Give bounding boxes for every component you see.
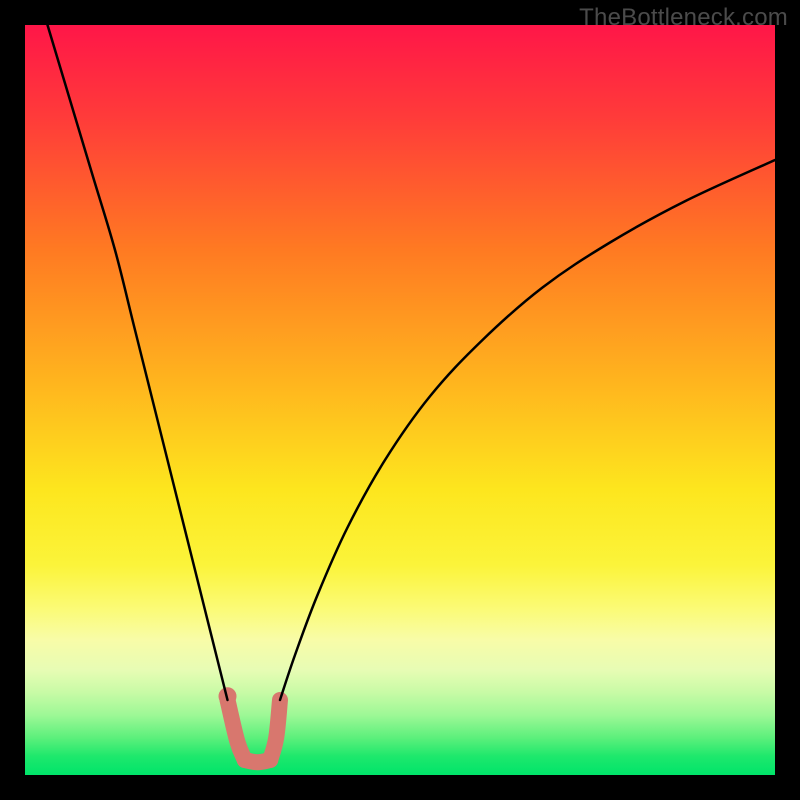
chart-container: TheBottleneck.com (0, 0, 800, 800)
plot-background (25, 25, 775, 775)
bottleneck-chart (0, 0, 800, 800)
highlight-right_segment (270, 700, 280, 760)
watermark-text: TheBottleneck.com (579, 4, 788, 32)
